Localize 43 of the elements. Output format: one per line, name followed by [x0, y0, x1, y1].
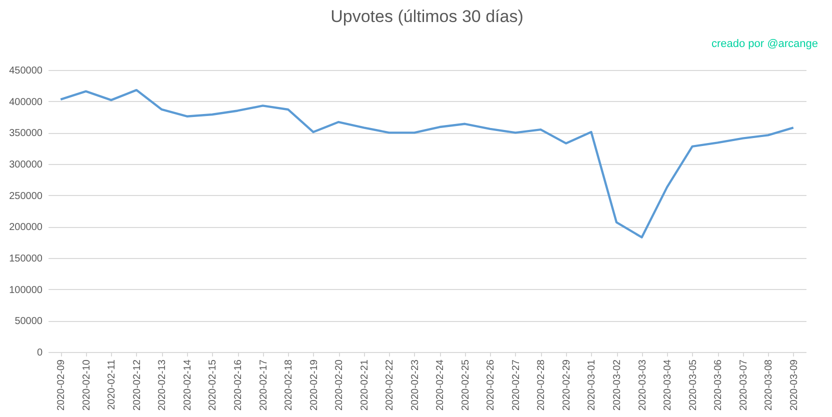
x-tick-label: 2020-02-15 [208, 359, 219, 411]
x-tick-label: 2020-02-26 [486, 359, 497, 411]
y-tick-label: 100000 [9, 284, 43, 296]
y-tick-label: 50000 [14, 316, 43, 328]
x-tick-label: 2020-03-09 [788, 359, 800, 411]
x-tick-label: 2020-03-07 [738, 359, 750, 411]
x-tick-label: 2020-02-22 [384, 359, 396, 411]
x-tick-label: 2020-02-11 [106, 359, 118, 410]
y-tick-label: 300000 [9, 160, 43, 170]
x-tick-label: 2020-03-03 [637, 359, 648, 411]
text: creado por @arcange [711, 38, 818, 50]
line-series [60, 88, 794, 238]
x-tick-label: 2020-03-05 [688, 359, 699, 411]
x-tick-label: 2020-03-02 [612, 359, 623, 411]
y-tick-label: 250000 [9, 190, 43, 202]
x-tick-label: 2020-02-28 [536, 359, 548, 411]
y-tick-label: 350000 [9, 128, 43, 140]
x-tick-label: 2020-02-20 [334, 359, 346, 411]
chart-title: Upvotes (últimos 30 días) [330, 7, 524, 26]
x-tick-label: 2020-02-14 [182, 359, 194, 411]
x-tick-label: 2020-02-10 [81, 359, 92, 411]
y-tick-label: 0 [36, 348, 43, 358]
x-tick-label: 2020-03-01 [586, 359, 598, 411]
x-tick-label: 2020-02-13 [157, 359, 168, 411]
x-tick-label: 2020-02-25 [460, 359, 472, 411]
x-tick-label: 2020-02-16 [233, 359, 244, 411]
x-tick-label: 2020-02-12 [132, 359, 143, 411]
y-tick-label: 200000 [9, 222, 43, 234]
x-tick-label: 2020-02-24 [435, 359, 446, 411]
y-tick-label: 400000 [9, 96, 43, 108]
x-tick-label: 2020-02-27 [510, 359, 522, 411]
x-tick-label: 2020-03-08 [764, 359, 775, 411]
y-tick-label: 150000 [9, 254, 43, 264]
x-tick-label: 2020-03-04 [662, 359, 674, 411]
y-tick-label: 450000 [9, 66, 43, 76]
x-tick-label: 2020-02-21 [359, 359, 370, 411]
x-tick-label: 2020-02-19 [308, 359, 320, 411]
x-tick-label: 2020-02-29 [561, 359, 572, 411]
x-tick-label: 2020-02-18 [284, 359, 295, 411]
x-tick-label: 2020-02-09 [56, 359, 68, 411]
x-tick-label: 2020-03-06 [713, 359, 724, 411]
x-tick-label: 2020-02-23 [410, 359, 421, 411]
x-tick-label: 2020-02-17 [258, 359, 270, 411]
